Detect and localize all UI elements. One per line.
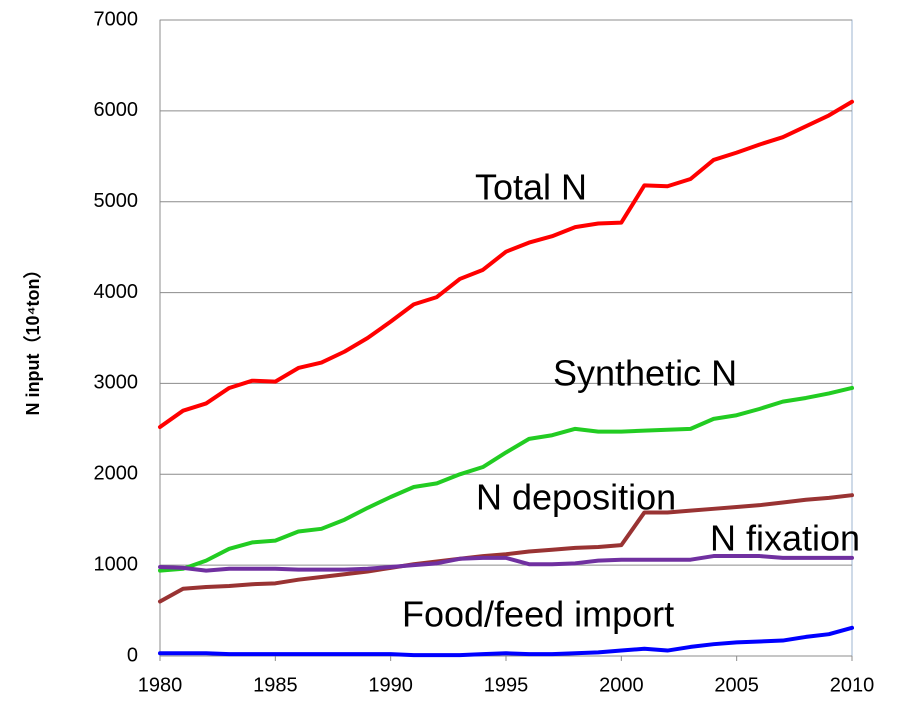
y-tick-label: 3000 bbox=[94, 372, 139, 394]
line-series bbox=[158, 625, 854, 658]
x-tick-label: 2005 bbox=[714, 674, 759, 696]
x-tick-label: 1980 bbox=[138, 674, 183, 696]
x-tick-label: 1990 bbox=[368, 674, 413, 696]
x-tick-label: 1995 bbox=[484, 674, 529, 696]
line-series bbox=[158, 554, 854, 573]
annotation: N fixation bbox=[710, 518, 860, 559]
y-tick-label: 7000 bbox=[94, 8, 139, 30]
y-tick-label: 2000 bbox=[94, 463, 139, 485]
y-tick-label: 6000 bbox=[94, 99, 139, 121]
y-tick-label: 0 bbox=[127, 644, 138, 666]
annotation: N deposition bbox=[476, 477, 676, 518]
y-tick-label: 5000 bbox=[94, 190, 139, 212]
y-tick-label: 1000 bbox=[94, 553, 139, 575]
annotation: Synthetic N bbox=[553, 353, 737, 394]
annotation: Food/feed import bbox=[402, 594, 674, 635]
x-tick-label: 2010 bbox=[830, 674, 875, 696]
annotation: Total N bbox=[475, 167, 587, 208]
line-series bbox=[158, 493, 854, 604]
x-tick-label: 2000 bbox=[599, 674, 644, 696]
y-tick-label: 4000 bbox=[94, 281, 139, 303]
x-tick-label: 1985 bbox=[253, 674, 298, 696]
line-series bbox=[158, 385, 854, 573]
plot-frame bbox=[159, 19, 853, 657]
line-series bbox=[158, 99, 854, 430]
y-axis-label: N input（10⁴ton） bbox=[23, 261, 43, 416]
